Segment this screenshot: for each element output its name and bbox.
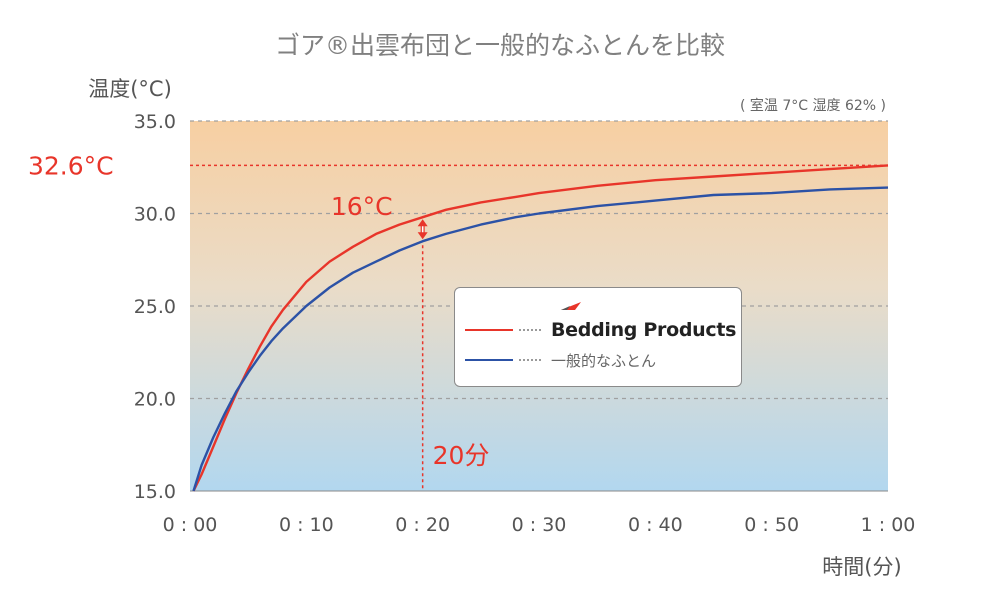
time-label: 20分: [433, 441, 490, 470]
x-tick-label: 0 : 10: [279, 514, 334, 536]
max-value-label: 32.6°C: [28, 151, 114, 180]
legend-dots: [519, 329, 541, 331]
brand-logo-mark: [561, 302, 581, 310]
gridlines: [190, 120, 888, 492]
y-tick-label: 25.0: [134, 296, 176, 318]
series-line-general-futon: [192, 186, 889, 492]
annotations: 32.6°C 16°C 20分: [28, 151, 888, 491]
y-axis-title: 温度(°C): [88, 77, 172, 101]
legend-label: Bedding Products: [551, 319, 737, 341]
y-tick-label: 20.0: [134, 389, 176, 411]
y-tick-label: 35.0: [134, 111, 176, 133]
y-tick-label: 30.0: [134, 204, 176, 226]
legend-dots: [519, 359, 541, 361]
gap-label: 16°C: [331, 192, 393, 221]
series-lines: [192, 164, 889, 492]
legend: Bedding Products 一般的なふとん: [454, 287, 742, 387]
legend-label: 一般的なふとん: [551, 351, 657, 370]
x-tick-label: 0 : 40: [628, 514, 683, 536]
x-axis-title: 時間(分): [822, 555, 901, 579]
legend-swatch: [465, 329, 513, 331]
tick-labels: 35.0 30.0 25.0 20.0 15.0 0 : 00 0 : 10 0 : 20 0 …: [134, 111, 916, 536]
chart-title: ゴア®出雲布団と一般的なふとんを比較: [275, 31, 725, 60]
x-tick-label: 0 : 20: [395, 514, 450, 536]
x-tick-label: 0 : 00: [163, 514, 218, 536]
condition-note: ( 室温 7°C 湿度 62% ): [740, 97, 886, 114]
x-tick-label: 0 : 50: [744, 514, 799, 536]
legend-item-general-futon: 一般的なふとん: [465, 348, 656, 372]
x-tick-label: 0 : 30: [512, 514, 567, 536]
gap-arrow-head-down: [417, 232, 428, 240]
x-tick-label: 1 : 00: [861, 514, 916, 536]
legend-swatch: [465, 359, 513, 361]
legend-item-bedding-products: Bedding Products: [465, 318, 736, 342]
y-tick-label: 15.0: [134, 481, 176, 503]
gap-arrow-head-up: [417, 219, 428, 227]
